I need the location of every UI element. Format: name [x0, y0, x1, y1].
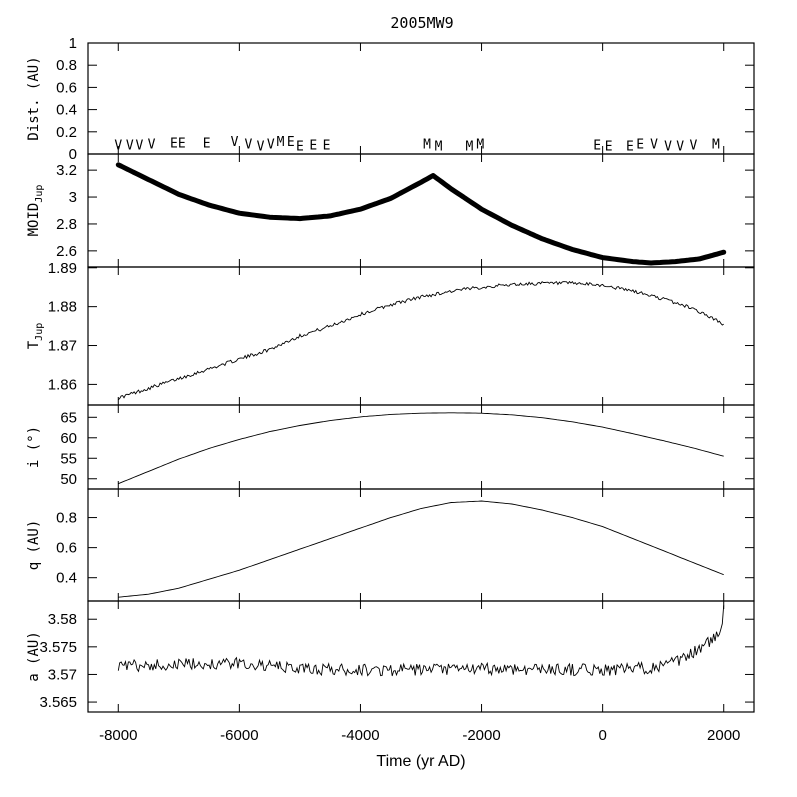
- panel-frame: [87, 404, 755, 490]
- encounter-marker: M: [476, 137, 484, 152]
- y-axis-label-main: MOID: [26, 203, 42, 237]
- encounter-marker: E: [626, 140, 634, 155]
- encounter-marker: V: [267, 137, 275, 152]
- encounter-marker: M: [277, 135, 285, 150]
- y-axis-label: Dist. (AU): [26, 56, 42, 140]
- encounter-marker: E: [287, 135, 295, 150]
- y-tick-label: 0.8: [56, 510, 77, 527]
- x-tick-label: 2000: [707, 727, 740, 744]
- y-tick-label: 3.565: [39, 694, 77, 711]
- y-axis-label: q (AU): [26, 520, 42, 571]
- y-tick-label: 0.8: [56, 57, 77, 74]
- x-tick-label: -2000: [462, 727, 500, 744]
- x-axis-label: Time (yr AD): [376, 753, 465, 770]
- panel-frame: [87, 600, 755, 713]
- y-tick-label: 3.58: [48, 611, 77, 628]
- encounter-marker: V: [114, 139, 122, 154]
- y-tick-label: 3: [69, 189, 77, 206]
- y-axis-label: a (AU): [26, 631, 42, 682]
- encounter-marker: E: [178, 136, 186, 151]
- chart-title: 2005MW9: [390, 14, 453, 32]
- y-tick-label: 55: [60, 450, 77, 467]
- y-axis-label-sub: Jup: [34, 185, 45, 203]
- encounter-marker: V: [231, 135, 239, 150]
- series-line-a: [117, 605, 725, 677]
- encounter-marker: V: [148, 137, 156, 152]
- y-tick-label: 1.87: [48, 338, 77, 355]
- encounter-marker: E: [296, 140, 304, 155]
- y-tick-label: 3.57: [48, 666, 77, 683]
- panel-frame: [87, 153, 755, 268]
- encounter-marker: V: [257, 140, 265, 155]
- encounter-marker: V: [650, 137, 658, 152]
- y-tick-label: 50: [60, 471, 77, 488]
- panel-incl: 50 55 60 65 i (°): [26, 404, 755, 490]
- y-axis-label-main: q (AU): [26, 520, 42, 571]
- y-axis-label-sub: Jup: [34, 323, 45, 341]
- encounter-marker: M: [423, 137, 431, 152]
- encounter-marker: V: [664, 140, 672, 155]
- series-line-incl: [118, 412, 724, 485]
- panel-moid: 2.6 2.8 3 3.2 MOIDJup: [26, 153, 755, 268]
- y-tick-label: 1.88: [48, 299, 77, 316]
- series-line-tjup: [117, 280, 724, 401]
- panel-a: 3.565 3.57 3.575 3.58 a (AU) -8000 -6000 -4000 -…: [26, 600, 755, 744]
- encounter-marker: E: [203, 136, 211, 151]
- y-axis-label: TJup: [26, 323, 45, 350]
- panel-q: 0.4 0.6 0.8 q (AU): [26, 488, 755, 602]
- encounter-marker: M: [466, 140, 474, 155]
- y-tick-label: 2.8: [56, 216, 77, 233]
- encounter-marker: V: [126, 139, 134, 154]
- x-tick-label: -4000: [341, 727, 379, 744]
- encounter-marker: E: [593, 139, 601, 154]
- y-axis-label-main: i (°): [26, 426, 42, 468]
- encounter-marker: E: [605, 140, 613, 155]
- y-tick-label: 3.575: [39, 639, 77, 656]
- y-tick-label: 1.89: [48, 260, 77, 277]
- panel-tjup: 1.86 1.87 1.88 1.89 TJup: [26, 260, 755, 406]
- y-tick-label: 0.4: [56, 570, 77, 587]
- y-tick-label: 1.86: [48, 376, 77, 393]
- y-axis-label: MOIDJup: [26, 185, 45, 237]
- series-line-q: [118, 500, 724, 598]
- y-tick-label: 1: [69, 35, 77, 52]
- encounter-marker: V: [690, 139, 698, 154]
- y-tick-label: 0: [69, 146, 77, 163]
- encounter-marker: E: [309, 139, 317, 154]
- y-tick-label: 0.6: [56, 540, 77, 557]
- y-tick-label: 60: [60, 430, 77, 447]
- encounter-marker: M: [435, 140, 443, 155]
- y-axis-label-main: Dist. (AU): [26, 56, 42, 140]
- y-axis-label: i (°): [26, 426, 42, 468]
- series-line-moid: [115, 162, 727, 266]
- y-tick-label: 0.4: [56, 102, 77, 119]
- encounter-marker: E: [323, 139, 331, 154]
- y-tick-label: 0.2: [56, 124, 77, 141]
- panel-frame: [87, 266, 755, 406]
- y-tick-label: 2.6: [56, 243, 77, 260]
- encounter-marker: E: [170, 136, 178, 151]
- encounter-marker: V: [136, 139, 144, 154]
- encounter-marker: V: [676, 140, 684, 155]
- x-tick-label: -8000: [99, 727, 137, 744]
- y-tick-label: 0.6: [56, 79, 77, 96]
- encounter-marker: V: [245, 137, 253, 152]
- encounter-marker: M: [712, 137, 720, 152]
- y-axis-label-main: T: [26, 340, 42, 349]
- x-tick-label: -6000: [220, 727, 258, 744]
- x-tick-label: 0: [598, 727, 606, 744]
- y-tick-label: 65: [60, 409, 77, 426]
- encounter-marker: E: [636, 137, 644, 152]
- panel-frame: [87, 488, 755, 602]
- y-tick-label: 3.2: [56, 162, 77, 179]
- y-axis-label-main: a (AU): [26, 631, 42, 682]
